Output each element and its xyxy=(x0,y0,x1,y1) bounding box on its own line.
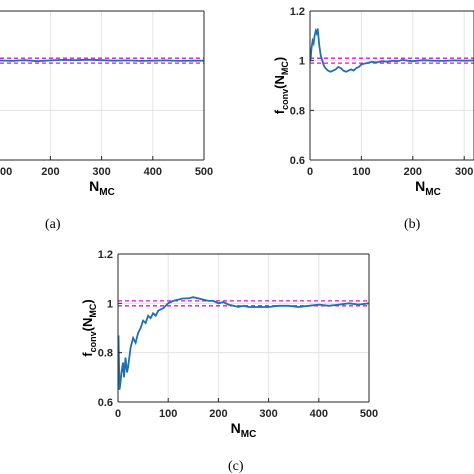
x-tick-label: 00 xyxy=(0,166,12,178)
x-axis-label: NMC xyxy=(89,178,115,198)
x-tick-label: 100 xyxy=(159,408,177,420)
x-axis-label: NMC xyxy=(415,178,441,198)
y-tick-label: 0.8 xyxy=(98,348,113,360)
series-line xyxy=(0,58,204,63)
x-tick-label: 200 xyxy=(404,166,422,178)
x-axis-label: NMC xyxy=(231,420,257,440)
series-line xyxy=(118,296,369,390)
plot-area xyxy=(0,11,204,160)
x-tick-label: 100 xyxy=(352,166,370,178)
x-tick-label: 400 xyxy=(310,408,328,420)
y-tick-label: 1.2 xyxy=(290,6,305,18)
chart-panel-b: 0 100 200 300 0.6 0.8 1 1.2 NMC fconv(NMC) xyxy=(272,6,474,198)
x-tick-label: 500 xyxy=(195,166,213,178)
series-line xyxy=(310,27,474,73)
caption-a: (a) xyxy=(45,217,61,232)
y-tick-label: 0.8 xyxy=(290,105,305,117)
plot-area xyxy=(118,254,369,402)
x-tick-label: 300 xyxy=(455,166,473,178)
caption-b: (b) xyxy=(404,217,421,232)
chart-panel-c: 0 100 200 300 400 500 0.6 0.8 1 1.2 NMC fconv(NMC) xyxy=(80,249,378,440)
plot-area xyxy=(310,11,474,160)
x-tick-label: 500 xyxy=(360,408,378,420)
y-tick-label: 1 xyxy=(299,56,305,68)
x-tick-label: 300 xyxy=(259,408,277,420)
x-tick-label: 200 xyxy=(209,408,227,420)
chart-panel-a: 00 200 300 400 500 NMC xyxy=(0,10,213,198)
x-tick-label: 300 xyxy=(92,166,110,178)
x-tick-label: 200 xyxy=(41,166,59,178)
y-tick-label: 1 xyxy=(107,298,113,310)
y-axis-label: fconv(NMC) xyxy=(272,57,290,114)
y-tick-label: 0.6 xyxy=(98,397,113,409)
x-tick-label: 400 xyxy=(144,166,162,178)
y-axis-label: fconv(NMC) xyxy=(80,299,98,356)
caption-c: (c) xyxy=(228,459,244,474)
y-tick-label: 1.2 xyxy=(98,249,113,261)
x-tick-label: 0 xyxy=(307,166,313,178)
y-tick-label: 0.6 xyxy=(290,155,305,167)
x-tick-label: 0 xyxy=(115,408,121,420)
